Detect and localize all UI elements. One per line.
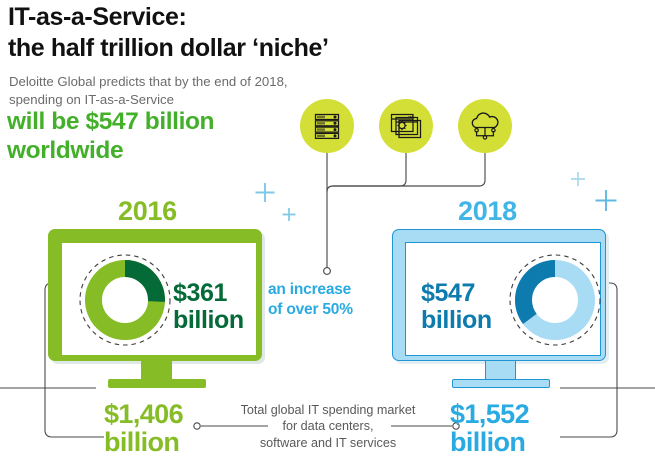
monitor-screen-2016: $361 billion xyxy=(61,242,257,356)
highlight-line-2: worldwide xyxy=(7,136,124,164)
value-2018: $547 billion xyxy=(421,280,492,334)
donut-chart-2018 xyxy=(506,251,604,354)
increase-callout: an increase of over 50% xyxy=(268,280,386,320)
browser-gear-icon xyxy=(379,99,433,153)
value-unit-2018: billion xyxy=(421,305,492,334)
caption-line-1: Total global IT spending market xyxy=(240,403,416,417)
total-unit-2016: billion xyxy=(104,427,180,458)
total-amount-2016: $1,406 xyxy=(104,399,184,429)
subtitle-line-2: spending on IT-as-a-Service xyxy=(9,92,174,108)
title-line-2: the half trillion dollar ‘niche’ xyxy=(8,33,329,62)
value-unit-2016: billion xyxy=(173,305,244,334)
monitor-2016: $361 billion xyxy=(48,229,276,388)
value-amount-2016: $361 xyxy=(173,279,228,307)
increase-line-2: of over 50% xyxy=(268,300,353,318)
title-line-1: IT-as-a-Service: xyxy=(8,3,187,31)
monitor-screen-2018: $547 billion xyxy=(405,242,601,356)
monitor-2018: $547 billion xyxy=(392,229,620,388)
increase-line-1: an increase xyxy=(268,281,352,298)
monitor-frame-2016: $361 billion xyxy=(48,229,262,361)
total-2018: $1,552 billion xyxy=(450,399,530,458)
highlight-statement: will be $547 billion worldwide xyxy=(7,108,337,165)
year-label-2018: 2018 xyxy=(458,196,517,226)
subtitle: Deloitte Global predicts that by the end… xyxy=(9,73,319,109)
cloud-network-icon xyxy=(458,99,512,153)
total-amount-2018: $1,552 xyxy=(450,399,530,429)
total-2016: $1,406 billion xyxy=(104,399,184,458)
monitor-stand-base-2018 xyxy=(452,379,550,388)
monitor-stand-neck-2018 xyxy=(485,361,516,383)
monitor-stand-neck-2016 xyxy=(141,361,172,383)
donut-chart-2016 xyxy=(76,251,174,354)
highlight-line-1: will be $547 billion xyxy=(7,108,215,135)
caption-line-3: software and IT services xyxy=(259,435,397,450)
value-2016: $361 billion xyxy=(173,280,244,334)
subtitle-line-1: Deloitte Global predicts that by the end… xyxy=(9,74,288,89)
monitor-frame-2018: $547 billion xyxy=(392,229,606,361)
value-amount-2018: $547 xyxy=(421,279,476,307)
monitor-stand-base-2016 xyxy=(108,379,206,388)
year-label-2016: 2016 xyxy=(118,196,177,226)
caption-line-2: for data centers, xyxy=(282,419,374,434)
bottom-caption: Total global IT spending market for data… xyxy=(212,402,444,451)
server-rack-icon xyxy=(300,99,354,153)
page-title: IT-as-a-Service: the half trillion dolla… xyxy=(8,2,528,63)
total-unit-2018: billion xyxy=(450,427,526,458)
